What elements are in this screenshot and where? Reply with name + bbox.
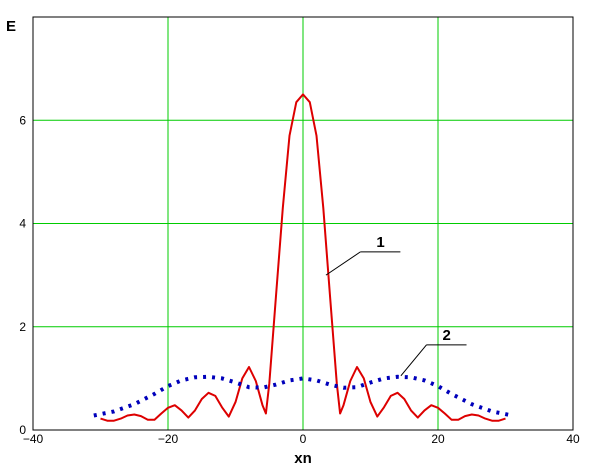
annotation-label: 2 — [443, 327, 451, 344]
x-tick-labels: −40 −20 0 20 40 — [23, 432, 580, 446]
series-line-2 — [93, 374, 513, 418]
plot-frame — [32, 16, 574, 431]
annotation-leader — [400, 344, 427, 377]
x-tick-label: 20 — [431, 432, 445, 446]
annotation-label: 1 — [376, 234, 384, 251]
annotation-2: 2 — [400, 327, 467, 377]
y-tick-labels: 0 2 4 6 — [19, 113, 26, 437]
annotation-layer: 12 — [325, 234, 467, 377]
y-tick-label: 6 — [19, 113, 26, 127]
annotation-leader — [325, 251, 361, 276]
x-tick-label: −20 — [158, 432, 179, 446]
y-tick-label: 4 — [19, 217, 26, 231]
grid-lines — [33, 17, 573, 430]
x-axis-title: xn — [294, 450, 312, 467]
y-axis-title: E — [6, 18, 16, 35]
x-tick-label: 0 — [300, 432, 307, 446]
x-tick-label: 40 — [566, 432, 580, 446]
series-line-1 — [100, 93, 506, 422]
annotation-1: 1 — [325, 234, 401, 276]
y-tick-label: 2 — [19, 320, 26, 334]
series-layer — [93, 93, 513, 422]
x-tick-label: −40 — [23, 432, 44, 446]
y-tick-label: 0 — [19, 423, 26, 437]
